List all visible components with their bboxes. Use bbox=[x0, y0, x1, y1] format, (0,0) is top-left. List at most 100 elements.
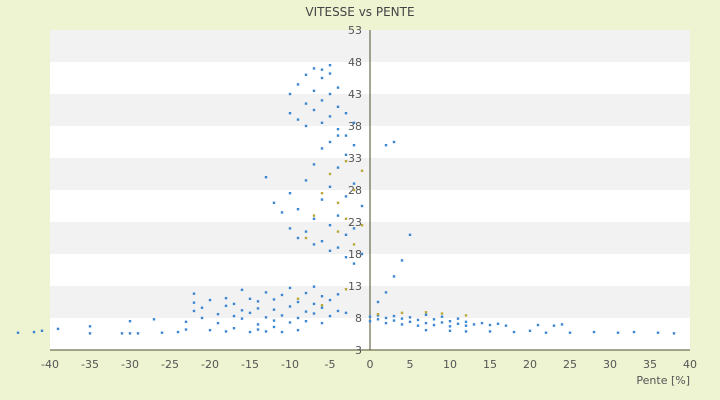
data-point bbox=[400, 317, 404, 320]
data-point bbox=[232, 327, 236, 330]
data-point bbox=[336, 309, 340, 313]
x-tick-label: -35 bbox=[81, 358, 99, 371]
data-point bbox=[328, 172, 332, 176]
x-tick-label: -15 bbox=[241, 358, 259, 371]
data-point bbox=[264, 176, 268, 179]
data-point bbox=[208, 328, 212, 332]
data-point bbox=[376, 314, 380, 317]
data-point bbox=[536, 323, 540, 327]
data-points bbox=[16, 64, 676, 335]
data-point bbox=[320, 295, 324, 298]
x-tick-label: -5 bbox=[325, 358, 336, 371]
data-point bbox=[336, 128, 340, 131]
data-point bbox=[568, 331, 572, 334]
data-point bbox=[328, 92, 332, 96]
data-point bbox=[312, 243, 316, 246]
data-point bbox=[368, 320, 372, 323]
data-point bbox=[304, 291, 308, 295]
data-point bbox=[256, 328, 260, 331]
x-axis-title: Pente [%] bbox=[636, 374, 690, 387]
y-tick-label: 18 bbox=[348, 248, 362, 261]
data-point bbox=[328, 64, 332, 67]
data-point bbox=[312, 285, 316, 288]
data-point bbox=[352, 182, 356, 185]
data-point bbox=[328, 185, 332, 188]
data-point bbox=[160, 331, 164, 334]
data-point bbox=[384, 321, 388, 325]
data-point bbox=[88, 325, 92, 328]
data-point bbox=[312, 217, 316, 220]
data-point bbox=[656, 331, 660, 334]
data-point bbox=[408, 320, 412, 324]
data-point bbox=[120, 332, 124, 335]
data-point bbox=[416, 318, 420, 322]
data-point bbox=[384, 291, 388, 294]
data-point bbox=[296, 118, 300, 121]
data-point bbox=[32, 330, 36, 334]
data-point bbox=[352, 243, 356, 246]
data-point bbox=[344, 233, 348, 236]
x-tick-label: 10 bbox=[443, 358, 457, 371]
data-point bbox=[320, 304, 324, 307]
data-point bbox=[312, 312, 316, 315]
data-point bbox=[288, 192, 292, 195]
data-point bbox=[416, 324, 420, 327]
data-point bbox=[352, 144, 356, 147]
data-point bbox=[344, 153, 348, 156]
x-tick-label: 25 bbox=[563, 358, 577, 371]
data-point bbox=[320, 306, 324, 309]
data-point bbox=[288, 286, 292, 290]
data-point bbox=[280, 330, 284, 334]
x-tick-label: -20 bbox=[201, 358, 219, 371]
data-point bbox=[272, 325, 276, 329]
data-point bbox=[288, 227, 292, 230]
data-point bbox=[488, 323, 492, 327]
data-point bbox=[280, 314, 284, 317]
data-point bbox=[320, 147, 324, 150]
data-point bbox=[256, 323, 260, 326]
data-point bbox=[256, 300, 260, 303]
data-point bbox=[336, 105, 340, 108]
data-point bbox=[344, 256, 348, 259]
data-point bbox=[320, 121, 324, 124]
data-point bbox=[328, 249, 332, 252]
data-point bbox=[320, 198, 324, 201]
data-point bbox=[328, 314, 332, 318]
data-point bbox=[376, 312, 380, 316]
data-point bbox=[296, 300, 300, 304]
data-point bbox=[376, 318, 380, 321]
data-point bbox=[272, 319, 276, 322]
data-point bbox=[192, 301, 196, 304]
x-tick-label: -10 bbox=[281, 358, 299, 371]
data-point bbox=[192, 292, 196, 295]
data-point bbox=[264, 291, 268, 294]
data-point bbox=[256, 307, 260, 310]
data-point bbox=[392, 319, 396, 322]
data-point bbox=[432, 318, 436, 321]
data-point bbox=[464, 320, 468, 324]
data-point bbox=[296, 83, 300, 86]
data-point bbox=[344, 112, 348, 115]
data-point bbox=[288, 321, 292, 324]
data-point bbox=[320, 68, 324, 71]
x-tick-label: 20 bbox=[523, 358, 537, 371]
data-point bbox=[360, 224, 364, 227]
data-point bbox=[320, 76, 324, 80]
data-point bbox=[296, 236, 300, 240]
data-point bbox=[40, 329, 44, 332]
data-point bbox=[352, 188, 356, 192]
data-point bbox=[344, 217, 348, 220]
data-point bbox=[312, 108, 316, 112]
data-point bbox=[424, 321, 428, 325]
data-point bbox=[248, 297, 252, 300]
data-point bbox=[304, 320, 308, 323]
data-point bbox=[264, 330, 268, 333]
data-point bbox=[288, 112, 292, 115]
data-point bbox=[424, 311, 428, 314]
data-point bbox=[384, 316, 388, 320]
data-point bbox=[224, 304, 228, 308]
y-tick-label: 43 bbox=[348, 88, 362, 101]
data-point bbox=[448, 325, 452, 328]
data-point bbox=[328, 224, 332, 227]
data-point bbox=[304, 310, 308, 313]
